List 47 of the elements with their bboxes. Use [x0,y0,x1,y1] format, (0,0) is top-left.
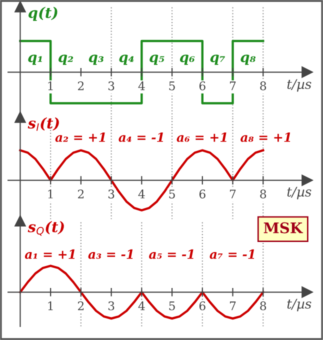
text: a₃ = -1 [88,249,133,259]
x-tick-label: 2 [78,301,84,310]
x-axis-title: t/µs [287,79,312,92]
x-tick-label: 3 [108,81,114,90]
y-axis-title: s$_{I}$(t) [28,117,59,131]
annotation: q₁ [28,54,42,65]
x-tick-label: 6 [199,81,206,90]
x-tick-label: 4 [138,190,145,198]
x-tick-label: 1 [48,190,53,198]
text: a₈ = +1 [240,132,290,142]
x-tick-label: 8 [260,301,266,310]
annotation: q₅ [150,54,164,65]
x-tick-label: 2 [78,81,84,90]
text: a₅ = -1 [149,249,194,259]
text: MSK [264,222,304,234]
x-tick-label: 1 [48,81,53,90]
x-tick-label: 7 [230,190,236,198]
x-tick-label: 7 [230,82,236,90]
text: a₄ = -1 [118,132,163,142]
x-tick-label: 1 [48,301,53,310]
x-tick-label: 8 [260,81,266,90]
x-tick-label: 4 [138,301,145,310]
x-tick-label: 5 [169,190,175,198]
x-tick-label: 7 [230,302,236,310]
x-tick-label: 3 [108,301,114,310]
x-tick-label: 8 [260,190,266,198]
annotation: q₈ [240,54,256,65]
text: a₂ = +1 [55,132,105,142]
x-tick-label: 6 [199,301,206,310]
text: a₆ = +1 [176,132,226,142]
text: a₇ = -1 [210,249,254,259]
x-axis-title: t/µs [287,298,312,312]
x-tick-label: 5 [169,302,175,310]
x-tick-label: 2 [78,190,84,198]
x-tick-label: 3 [108,190,114,198]
y-axis-title: s$_{Q}$(t) [28,221,64,236]
annotation: q₄ [119,54,134,65]
annotation: q₆ [180,54,195,65]
x-tick-label: 6 [199,190,206,198]
annotation: q₂ [58,54,74,65]
y-axis-title: q(t) [28,6,58,21]
annotation: q₇ [210,54,225,65]
x-tick-label: 4 [138,81,145,90]
x-tick-label: 5 [169,82,175,90]
annotation: q₃ [88,54,104,65]
text: a₁ = +1 [24,249,75,259]
x-axis-title: t/µs [287,186,312,200]
